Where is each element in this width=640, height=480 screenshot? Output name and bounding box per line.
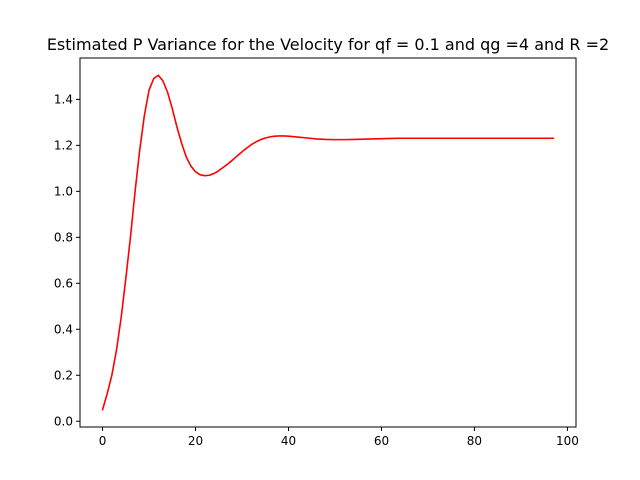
plot-area-frame bbox=[79, 57, 577, 428]
y-tick-label: 0.6 bbox=[54, 276, 73, 290]
y-tick-label: 0.2 bbox=[54, 368, 73, 382]
x-tick-label: 0 bbox=[99, 434, 107, 448]
x-tick-label: 80 bbox=[467, 434, 482, 448]
y-tick-label: 1.4 bbox=[54, 92, 73, 106]
chart-title: Estimated P Variance for the Velocity fo… bbox=[47, 35, 609, 54]
y-tick-label: 1.2 bbox=[54, 138, 73, 152]
y-tick-label: 0.4 bbox=[54, 322, 73, 336]
x-tick-label: 20 bbox=[188, 434, 203, 448]
x-tick-label: 100 bbox=[556, 434, 579, 448]
x-tick-label: 60 bbox=[374, 434, 389, 448]
y-tick-label: 0.8 bbox=[54, 230, 73, 244]
x-tick-label: 40 bbox=[281, 434, 296, 448]
series-line bbox=[101, 74, 555, 411]
y-tick-label: 1.0 bbox=[54, 184, 73, 198]
y-tick-label: 0.0 bbox=[54, 414, 73, 428]
